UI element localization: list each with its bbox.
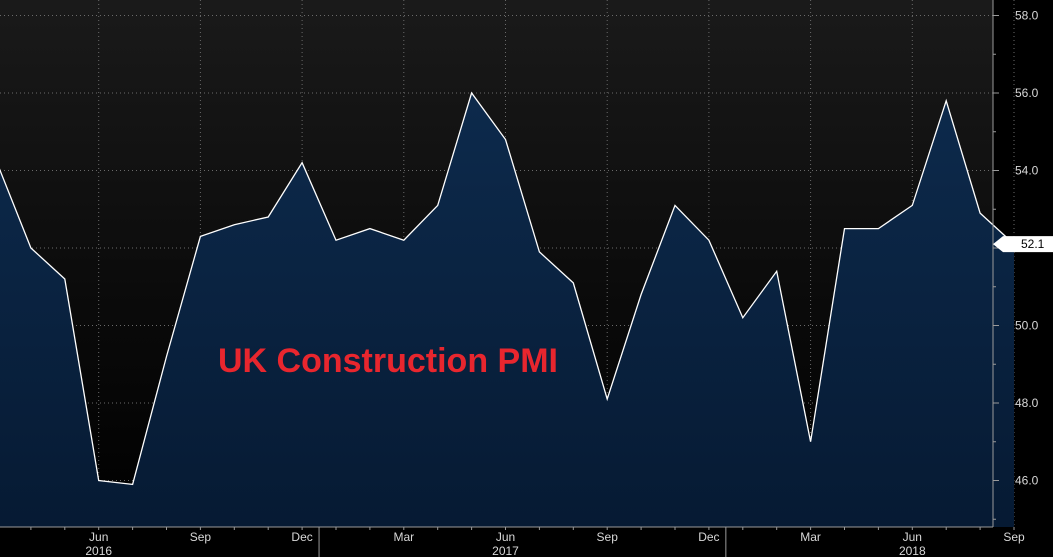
x-month-label: Jun (89, 530, 108, 544)
x-month-label: Mar (800, 530, 821, 544)
x-month-label: Mar (393, 530, 414, 544)
x-month-label: Sep (597, 530, 619, 544)
x-month-label: Jun (903, 530, 922, 544)
x-month-label: Sep (1003, 530, 1025, 544)
x-month-label: Dec (291, 530, 312, 544)
chart-title: UK Construction PMI (218, 342, 558, 380)
y-tick-label: 58.0 (1015, 9, 1039, 23)
last-value-label: 52.1 (1021, 237, 1045, 251)
y-tick-label: 56.0 (1015, 86, 1039, 100)
x-year-label: 2016 (85, 544, 112, 557)
x-year-label: 2017 (492, 544, 519, 557)
area-fill (0, 93, 1014, 527)
last-value-marker: 52.1 (993, 236, 1053, 253)
y-tick-label: 54.0 (1015, 164, 1039, 178)
y-tick-label: 50.0 (1015, 319, 1039, 333)
x-month-label: Sep (190, 530, 212, 544)
x-month-label: Jun (496, 530, 515, 544)
y-tick-label: 46.0 (1015, 474, 1039, 488)
last-value-marker-shape (993, 236, 1053, 253)
y-tick-label: 48.0 (1015, 396, 1039, 410)
x-year-label: 2018 (899, 544, 926, 557)
x-axis: Jun Sep Dec Mar Jun Sep Dec Mar Jun Sep 2016 2017 20… (30, 527, 1025, 557)
y-axis: 46.048.050.052.054.056.058.0 (993, 9, 1039, 520)
series-line (0, 91, 1015, 486)
x-month-label: Dec (698, 530, 719, 544)
